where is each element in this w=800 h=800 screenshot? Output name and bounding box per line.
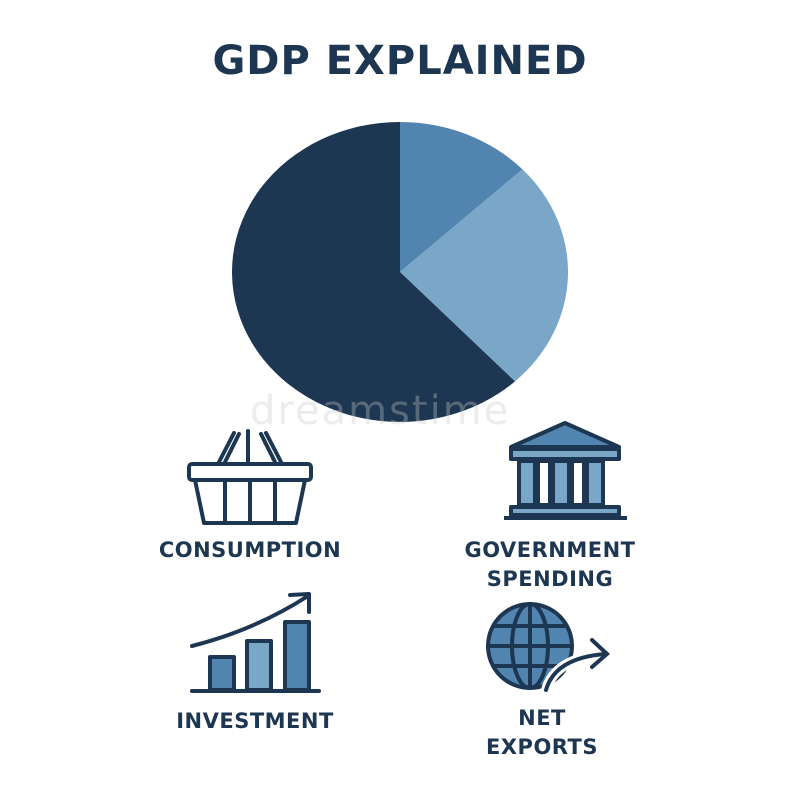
pie-slice-0 <box>400 122 523 272</box>
globe-arrow-icon <box>486 602 610 695</box>
pie-slice-2 <box>232 122 516 422</box>
label-line: NET <box>518 706 566 730</box>
label-line: EXPORTS <box>486 735 598 759</box>
government-building-icon <box>504 421 627 520</box>
pie-chart <box>232 122 569 422</box>
label-line: SPENDING <box>486 567 614 591</box>
label-line: GOVERNMENT <box>464 538 636 562</box>
page-title: GDP EXPLAINED <box>212 38 588 84</box>
watermark: dreamstime <box>250 388 511 434</box>
label-net-exports: NET EXPORTS <box>412 704 672 762</box>
label-investment: INVESTMENT <box>176 709 334 733</box>
label-consumption: CONSUMPTION <box>158 538 342 562</box>
pie-slice-1 <box>400 169 569 382</box>
rising-bar-chart-icon <box>190 592 321 693</box>
shopping-basket-icon <box>187 429 313 525</box>
label-government-spending: GOVERNMENT SPENDING <box>420 536 680 594</box>
